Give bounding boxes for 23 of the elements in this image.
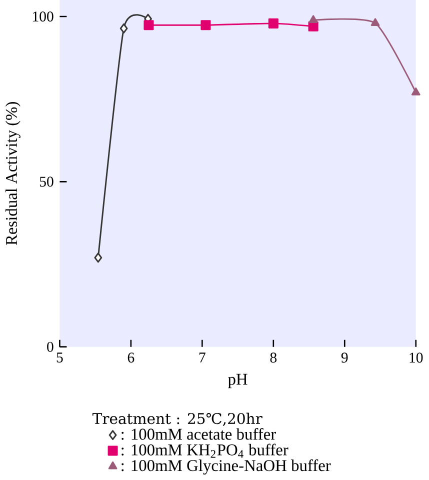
x-tick-label: 6: [128, 352, 134, 363]
x-tick-label: 5: [56, 352, 63, 362]
legend-label: : 100mM Glycine-NaOH buffer: [122, 459, 331, 475]
legend-label: : 100mM acetate buffer: [122, 428, 276, 440]
x-tick-label: 8: [270, 352, 277, 363]
x-tick-label: 9: [342, 352, 348, 363]
point: [120, 23, 128, 34]
y-axis-title: Residual Activity (%): [6, 102, 21, 246]
x-axis-title: pH: [228, 374, 248, 388]
point: [412, 87, 420, 96]
y-tick-label: 50: [40, 176, 54, 187]
x-tick-label: 10: [410, 352, 423, 363]
x-tick-label: 7: [200, 352, 206, 362]
y-tick-label: 0: [47, 342, 54, 352]
point: [94, 252, 102, 263]
legend-title: Treatment : 25℃,20hr: [92, 412, 263, 426]
point: [370, 18, 380, 26]
legend-label: : 100mM KH$_{2}$PO$_{4}$ buffer: [122, 444, 288, 458]
point: [200, 20, 211, 30]
point: [144, 20, 154, 30]
point: [268, 18, 279, 28]
y-tick-label: 100: [33, 12, 54, 22]
point: [308, 15, 318, 24]
